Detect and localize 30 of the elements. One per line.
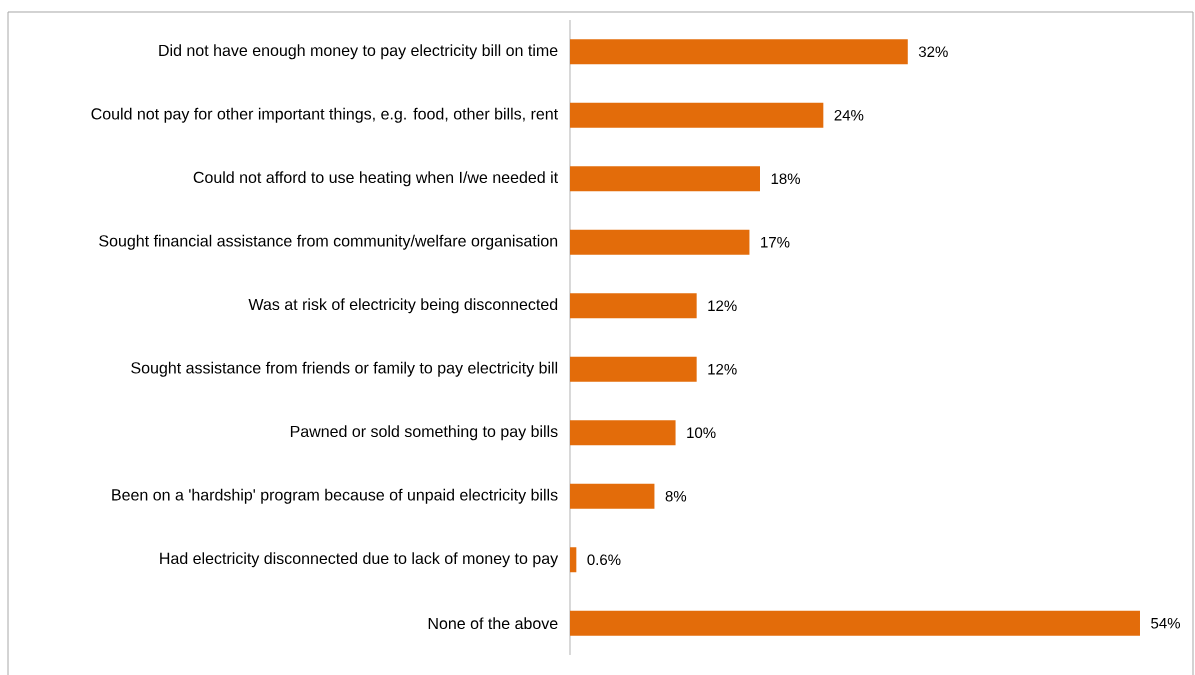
- data-label: 18%: [771, 173, 801, 185]
- bar: [570, 102, 824, 128]
- data-label: 0.6%: [587, 554, 621, 566]
- y-tick-label: Could not pay for other important things, e.g. food, other bills, rent: [91, 107, 559, 123]
- y-tick-label: Been on a 'hardship' program because of unpaid electricity bills: [112, 488, 558, 504]
- bar: [570, 420, 676, 446]
- y-tick-label: Sought financial assistance from community/welfare organisation: [99, 234, 558, 250]
- y-tick-label: None of the above: [428, 617, 558, 630]
- y-tick-label: Sought assistance from friends or family to pay electricity bill: [131, 361, 558, 377]
- y-tick-label: Could not afford to use heating when I/we needed it: [193, 171, 559, 187]
- data-label: 24%: [834, 109, 864, 121]
- data-label: 54%: [1151, 617, 1180, 629]
- y-tick-label: Pawned or sold something to pay bills: [290, 425, 558, 441]
- data-label: 8%: [665, 490, 687, 502]
- y-tick-label: Was at risk of electricity being disconnected: [248, 298, 558, 314]
- bar: [570, 229, 750, 255]
- y-tick-label: Did not have enough money to pay electricity bill on time: [159, 44, 558, 60]
- y-tick-label: Had electricity disconnected due to lack of money to pay: [160, 552, 559, 568]
- data-label: 12%: [708, 363, 737, 375]
- bar: [570, 483, 655, 509]
- data-label: 10%: [687, 427, 716, 439]
- bar: [570, 547, 577, 573]
- data-label: 17%: [761, 237, 790, 248]
- bar: [570, 610, 1140, 636]
- data-label: 32%: [918, 46, 948, 58]
- bar: [570, 166, 760, 192]
- bar: [570, 39, 908, 65]
- bar: [570, 293, 697, 319]
- bar: [570, 356, 697, 382]
- data-label: 12%: [708, 300, 737, 312]
